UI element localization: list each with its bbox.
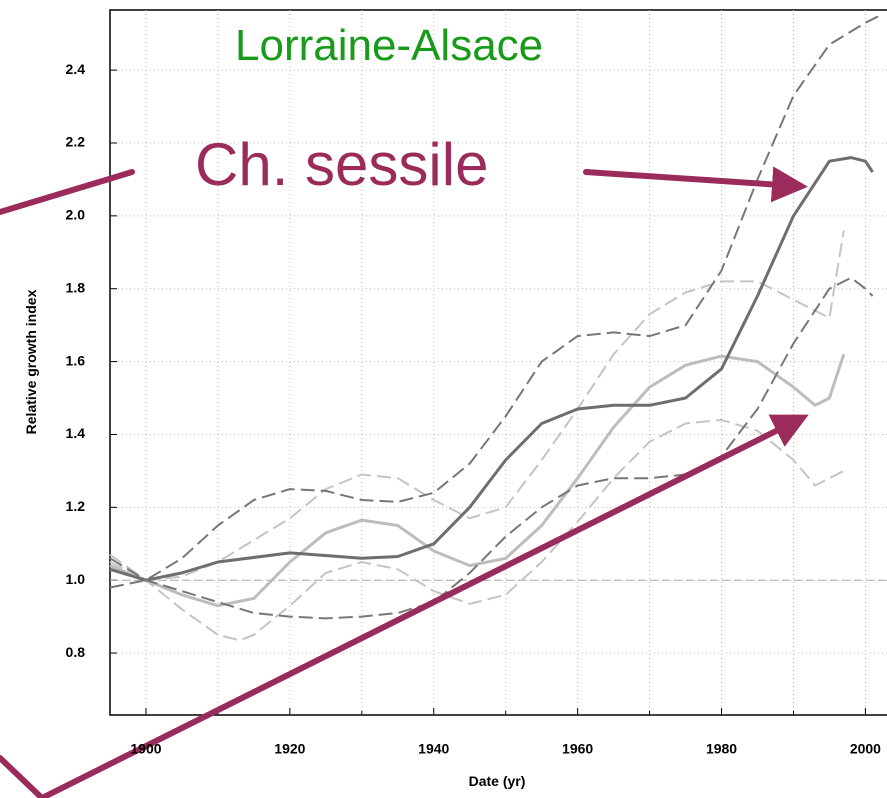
x-tick-label: 1920 [274,741,305,757]
y-tick-label: 1.0 [66,571,86,587]
arrow [583,166,808,203]
series-line [109,276,874,620]
y-tick-label: 0.8 [66,644,86,660]
series-line [109,14,881,589]
series-line [109,353,846,608]
y-tick-label: 1.4 [66,425,86,441]
series-line [109,230,845,582]
x-tick-label: 1940 [418,741,449,757]
annotation: Ch. sessile [195,131,488,198]
x-tick-label: 2000 [850,741,881,757]
y-tick-label: 1.6 [66,352,86,368]
arrow-line [0,755,45,798]
x-tick-label: 1900 [130,741,161,757]
y-tick-label: 1.8 [66,279,86,295]
series-line [109,156,874,582]
plot-frame [109,9,887,716]
chart-title: Lorraine-Alsace [235,21,543,70]
arrow-line [0,169,135,215]
x-axis-label: Date (yr) [469,773,526,789]
arrows [0,166,809,798]
y-tick-label: 2.0 [66,207,86,223]
y-axis-label: Relative growth index [23,289,39,434]
y-tick-label: 1.2 [66,498,86,514]
plot-area [109,9,887,716]
x-tick-label: 1960 [562,741,593,757]
y-tick-label: 2.2 [66,134,86,150]
x-tick-label: 1980 [706,741,737,757]
y-tick-label: 2.4 [66,61,86,77]
arrow [39,414,809,798]
